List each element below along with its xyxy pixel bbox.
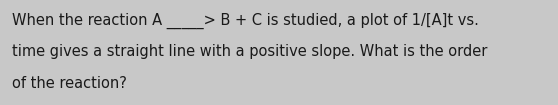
Text: When the reaction A _____> B + C is studied, a plot of 1/[A]t vs.: When the reaction A _____> B + C is stud… [12,13,479,29]
Text: time gives a straight line with a positive slope. What is the order: time gives a straight line with a positi… [12,44,488,59]
Text: of the reaction?: of the reaction? [12,76,127,91]
